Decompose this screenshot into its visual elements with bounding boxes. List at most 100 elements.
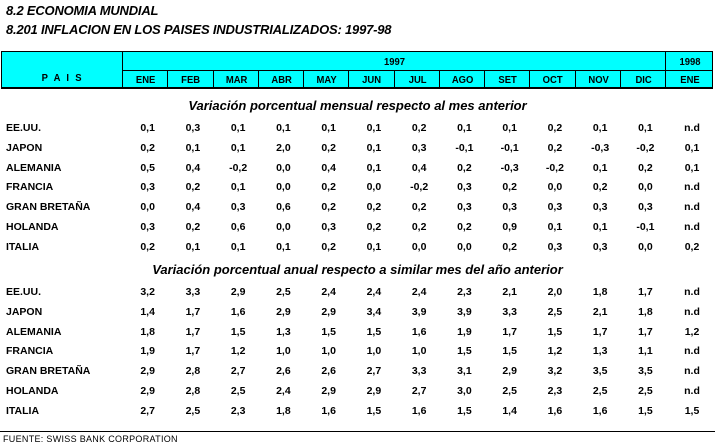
value-cell: 0,4 (321, 161, 336, 174)
value-cell: 0,2 (547, 122, 563, 134)
value-cell: 2,6 (321, 365, 336, 378)
value-cell: 2,9 (502, 365, 517, 378)
table-row: EE.UU. 3,2 3,3 2,9 2,5 2,4 2,4 2,4 2,3 2,1 2,0 1,8 1… (0, 286, 715, 302)
value-cell: 2,1 (502, 286, 517, 298)
value-cell: 1,7 (185, 305, 201, 318)
value-cell: 1,8 (592, 286, 608, 298)
column-divider (303, 70, 304, 87)
value-cell: 0,2 (321, 201, 336, 214)
value-cell: 0,1 (547, 221, 563, 233)
header-year-1998: 1998 (679, 56, 701, 68)
value-cell: 0,2 (321, 181, 336, 194)
table-row: GRAN BRETAÑA 2,9 2,8 2,7 2,6 2,6 2,7 3,3 3,1 2,9 3… (0, 365, 715, 381)
value-cell: -0,1 (636, 221, 655, 233)
value-cell: 0,2 (411, 201, 427, 214)
value-cell: 0,2 (684, 240, 700, 253)
table-row: ALEMANIA 0,5 0,4 -0,2 0,0 0,4 0,1 0,4 0,2 -0,3 -0,… (0, 162, 715, 178)
value-cell: n.d (684, 201, 700, 214)
table-row: JAPON 1,4 1,7 1,6 2,9 2,9 3,4 3,9 3,9 3,3 2,5 2,1 1,… (0, 306, 715, 322)
value-cell: 0,6 (276, 201, 291, 214)
value-cell: 0,0 (457, 240, 472, 253)
value-cell: 2,3 (457, 286, 472, 298)
value-cell: 0,1 (366, 141, 382, 154)
header-month: JUN (362, 74, 382, 86)
value-cell: 2,5 (592, 385, 608, 397)
value-cell: n.d (684, 122, 700, 134)
value-cell: 0,3 (592, 201, 608, 214)
header-month: DIC (635, 74, 652, 86)
value-cell: 0,2 (592, 181, 608, 194)
value-cell: 2,0 (547, 286, 563, 298)
value-cell: 1,0 (321, 345, 336, 358)
bottom-rule (0, 431, 715, 432)
value-cell: 2,3 (547, 385, 563, 397)
value-cell: 2,9 (276, 305, 291, 318)
country-name: ITALIA (6, 404, 40, 417)
value-cell: 0,2 (140, 141, 155, 154)
value-cell: 1,3 (592, 345, 608, 358)
value-cell: -0,1 (500, 141, 519, 154)
value-cell: 0,2 (321, 240, 336, 253)
value-cell: 0,4 (185, 201, 201, 214)
value-cell: 0,2 (411, 122, 427, 134)
table-row: FRANCIA 1,9 1,7 1,2 1,0 1,0 1,0 1,0 1,5 1,5 1,2 1,3… (0, 345, 715, 361)
value-cell: 0,4 (185, 161, 201, 174)
value-cell: 0,1 (185, 141, 201, 154)
table-row: EE.UU. 0,1 0,3 0,1 0,1 0,1 0,1 0,2 0,1 0,1 0,2 0,1 0… (0, 122, 715, 138)
table-row: GRAN BRETAÑA 0,0 0,4 0,3 0,6 0,2 0,2 0,2 0,3 0,3 0… (0, 201, 715, 217)
value-cell: 1,2 (547, 345, 563, 358)
value-cell: 0,2 (140, 240, 155, 253)
value-cell: 2,4 (411, 286, 427, 298)
value-cell: 1,6 (411, 404, 427, 417)
value-cell: 1,6 (411, 325, 427, 338)
column-divider (574, 70, 576, 87)
value-cell: 1,5 (547, 325, 563, 338)
value-cell: 2,5 (502, 385, 517, 397)
value-cell: 1,6 (321, 404, 336, 417)
value-cell: 2,4 (366, 286, 382, 298)
value-cell: 2,4 (276, 385, 291, 397)
column-divider (167, 70, 169, 87)
value-cell: n.d (684, 345, 700, 358)
value-cell: 2,6 (276, 365, 291, 378)
header-month: ENE (680, 74, 700, 86)
column-divider (212, 70, 214, 87)
table-row: ITALIA 2,7 2,5 2,3 1,8 1,6 1,5 1,6 1,5 1,4 1,6 1,6 1… (0, 405, 715, 421)
table-row: FRANCIA 0,3 0,2 0,1 0,0 0,2 0,0 -0,2 0,3 0,2 0,0 0,… (0, 181, 715, 197)
value-cell: 2,9 (321, 385, 336, 397)
value-cell: 0,1 (140, 122, 155, 134)
value-cell: 3,2 (547, 365, 563, 378)
value-cell: 1,4 (502, 404, 517, 417)
value-cell: 3,3 (411, 365, 427, 378)
value-cell: 0,1 (230, 141, 246, 154)
header-month: ENE (135, 74, 156, 86)
value-cell: 1,7 (592, 325, 608, 338)
value-cell: 1,5 (638, 404, 653, 417)
value-cell: 0,0 (276, 181, 291, 194)
value-cell: 0,3 (411, 141, 427, 154)
value-cell: 0,2 (366, 221, 382, 233)
value-cell: -0,2 (545, 161, 564, 174)
column-divider (393, 70, 395, 87)
value-cell: 0,0 (140, 201, 155, 214)
value-cell: 2,5 (230, 385, 246, 397)
value-cell: 0,1 (366, 122, 382, 134)
value-cell: 2,9 (140, 385, 155, 397)
value-cell: 0,0 (276, 221, 291, 233)
value-cell: 0,2 (547, 141, 563, 154)
value-cell: 1,6 (592, 404, 608, 417)
value-cell: 0,1 (592, 221, 608, 233)
table-row: ITALIA 0,2 0,1 0,1 0,1 0,2 0,1 0,0 0,0 0,2 0,3 0,3 0… (0, 241, 715, 257)
value-cell: 1,5 (366, 325, 382, 338)
country-name: ITALIA (6, 240, 40, 253)
value-cell: 0,2 (321, 141, 336, 154)
value-cell: 0,2 (185, 181, 201, 194)
value-cell: 1,2 (230, 345, 246, 358)
value-cell: -0,1 (455, 141, 474, 154)
header-month: AGO (451, 74, 474, 86)
country-name: EE.UU. (6, 286, 42, 298)
header-month: JUL (408, 74, 427, 86)
value-cell: 0,3 (457, 181, 472, 194)
value-cell: 1,6 (230, 305, 246, 318)
